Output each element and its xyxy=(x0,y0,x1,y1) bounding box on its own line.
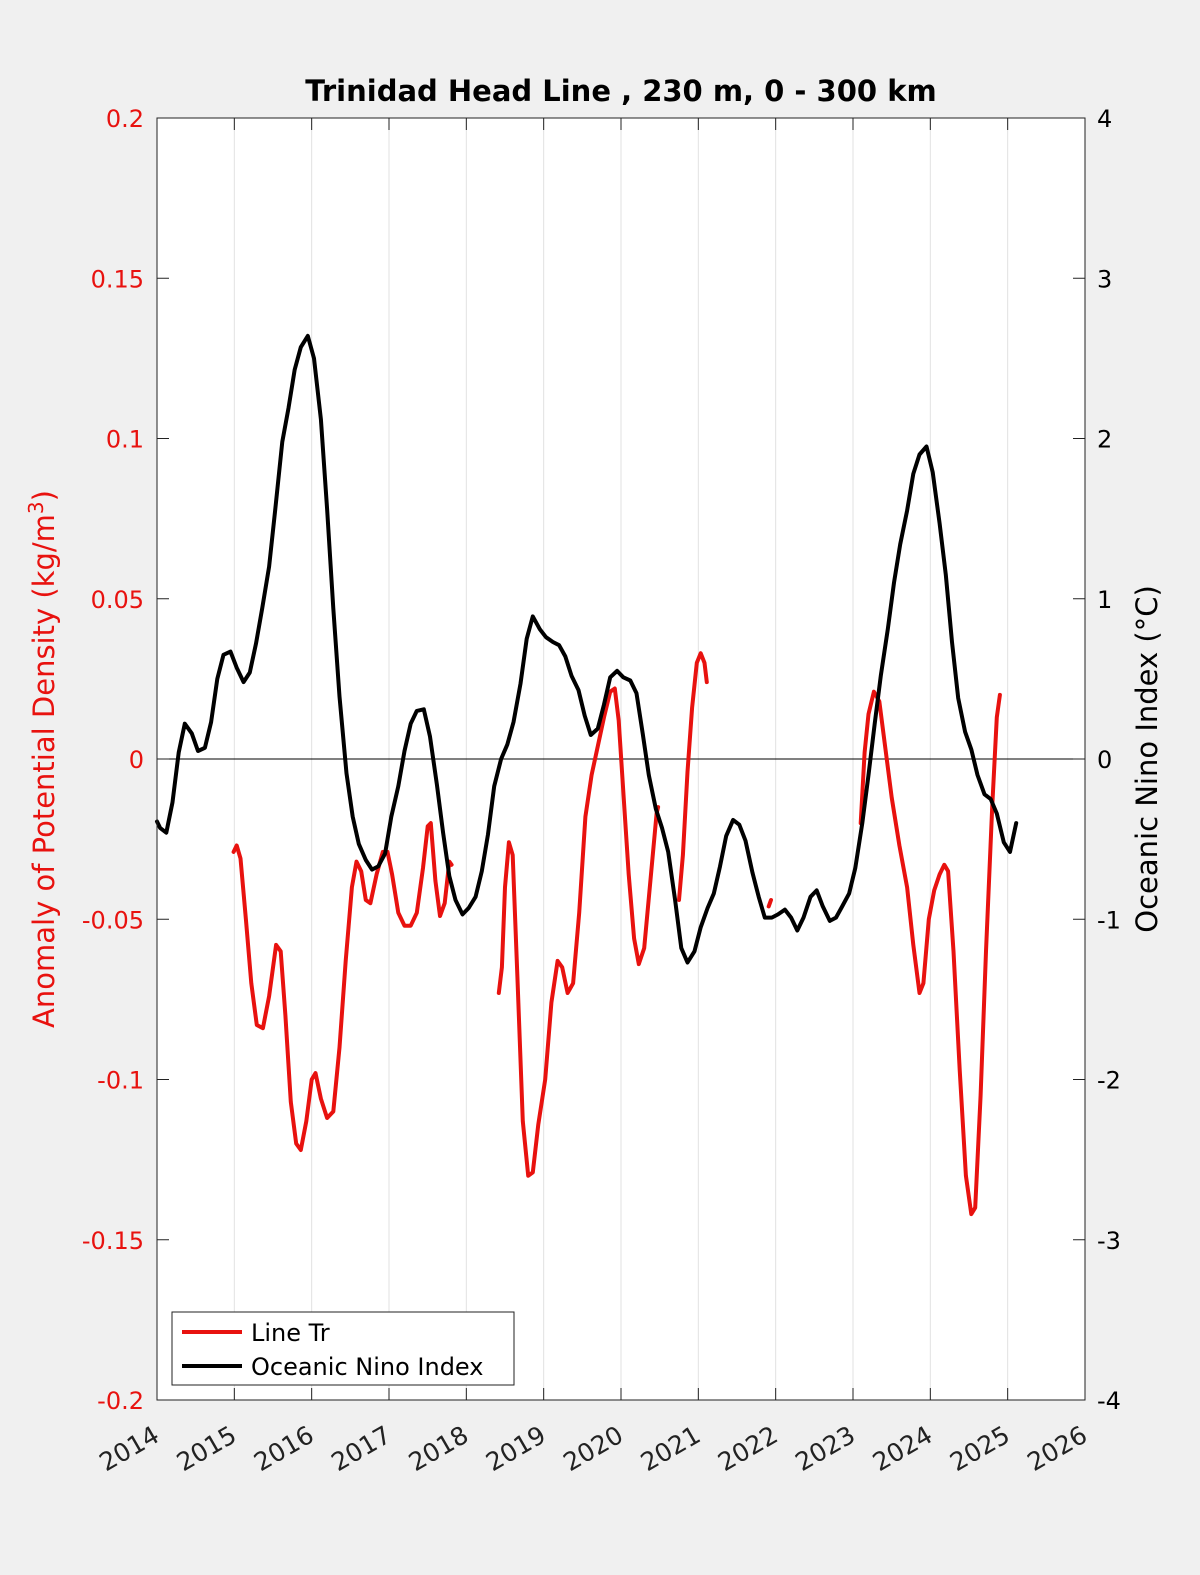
legend-label-oni: Oceanic Nino Index xyxy=(251,1353,483,1381)
y-left-tick-label: 0.2 xyxy=(106,105,144,133)
chart-title: Trinidad Head Line , 230 m, 0 - 300 km xyxy=(305,74,936,108)
right-axis: -4 -3 -2 -1 0 1 2 3 4 xyxy=(1073,105,1121,1415)
series-line-tr-segment xyxy=(231,821,454,1152)
y-left-tick-label: -0.1 xyxy=(97,1067,144,1095)
series-line-tr-segment xyxy=(677,651,709,902)
y-axis-left-label: Anomaly of Potential Density (kg/m3) xyxy=(24,490,61,1028)
y-left-tick-label: -0.2 xyxy=(97,1387,144,1415)
y-left-tick-label: -0.15 xyxy=(82,1227,144,1255)
series-line-tr-segment xyxy=(858,689,1002,1217)
y-right-tick-label: -3 xyxy=(1097,1227,1121,1255)
y-axis-left-label-close: ) xyxy=(27,490,61,501)
y-left-tick-label: 0.15 xyxy=(91,265,144,293)
y-right-tick-label: 1 xyxy=(1097,586,1112,614)
y-right-tick-label: 3 xyxy=(1097,265,1112,293)
y-left-tick-label: -0.05 xyxy=(82,906,144,934)
y-left-tick-label: 0.1 xyxy=(106,426,144,454)
series-oceanic-nino-index xyxy=(155,333,1019,965)
y-right-tick-label: 2 xyxy=(1097,426,1112,454)
y-axis-right-label: Oceanic Nino Index (°C) xyxy=(1130,585,1164,933)
y-right-tick-label: 0 xyxy=(1097,746,1112,774)
y-axis-left-label-main: Anomaly of Potential Density (kg/m xyxy=(27,514,61,1028)
left-axis: -0.2 -0.15 -0.1 -0.05 0 0.05 0.1 0.15 0.2 xyxy=(82,105,169,1415)
y-right-tick-label: -1 xyxy=(1097,906,1121,934)
y-left-tick-label: 0.05 xyxy=(91,586,144,614)
y-right-tick-label: 4 xyxy=(1097,105,1112,133)
y-axis-left-label-superscript: 3 xyxy=(24,501,48,514)
series-line-tr-segment xyxy=(766,898,773,909)
y-left-tick-label: 0 xyxy=(129,746,144,774)
legend-label-line-tr: Line Tr xyxy=(251,1319,330,1347)
series-layer xyxy=(155,333,1019,1217)
series-line-tr-segment xyxy=(496,686,661,1178)
y-right-tick-label: -2 xyxy=(1097,1067,1121,1095)
legend: Line Tr Oceanic Nino Index xyxy=(171,1311,515,1386)
y-right-tick-label: -4 xyxy=(1097,1387,1121,1415)
legend-box xyxy=(171,1311,515,1386)
